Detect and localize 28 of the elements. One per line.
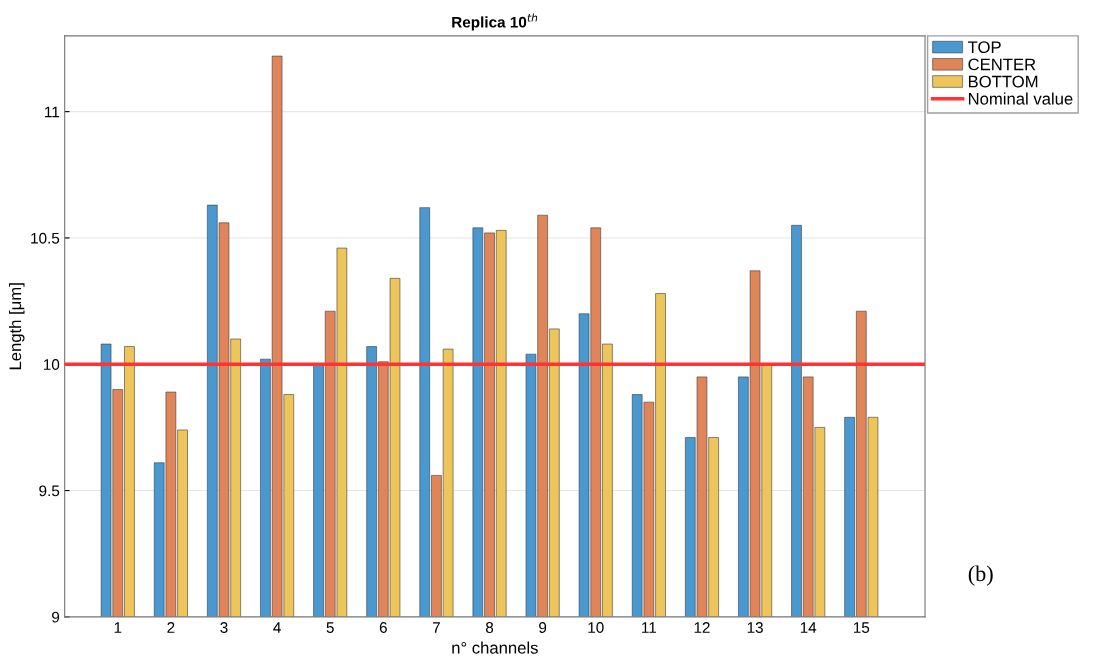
text: (b) [968, 565, 993, 586]
x-axis-title: n° channels [452, 641, 538, 654]
x-tick-label: 9 [539, 622, 547, 633]
legend-label: TOP [967, 41, 1001, 54]
chart-title: Replica 10$^{th}$ [452, 13, 538, 31]
x-tick-label: 15 [853, 622, 870, 633]
x-tick-label: 3 [220, 622, 228, 633]
x-tick-label: 11 [642, 622, 657, 633]
y-tick-label: 10 [43, 359, 60, 370]
x-tick-label: 12 [694, 622, 710, 633]
y-tick-label: 10.5 [31, 232, 60, 244]
x-tick-label: 14 [800, 622, 817, 633]
y-tick-label: 9.5 [39, 485, 60, 497]
x-tick-label: 13 [747, 622, 763, 633]
legend-label: CENTER [968, 58, 1036, 71]
x-tick-label: 2 [167, 622, 175, 633]
y-tick-label: 11 [45, 106, 60, 118]
x-tick-label: 7 [432, 622, 440, 633]
x-tick-label: 4 [273, 622, 281, 633]
x-tick-label: 5 [326, 622, 334, 633]
y-axis-title: Length [μm] [8, 283, 25, 370]
x-tick-label: 10 [588, 622, 604, 633]
x-tick-label: 6 [379, 622, 387, 633]
legend-label: Nominal value [968, 92, 1073, 105]
legend-label: BOTTOM [968, 75, 1038, 88]
y-tick-label: 9 [52, 611, 60, 623]
x-tick-label: 8 [485, 622, 494, 633]
x-tick-label: 1 [114, 622, 122, 633]
